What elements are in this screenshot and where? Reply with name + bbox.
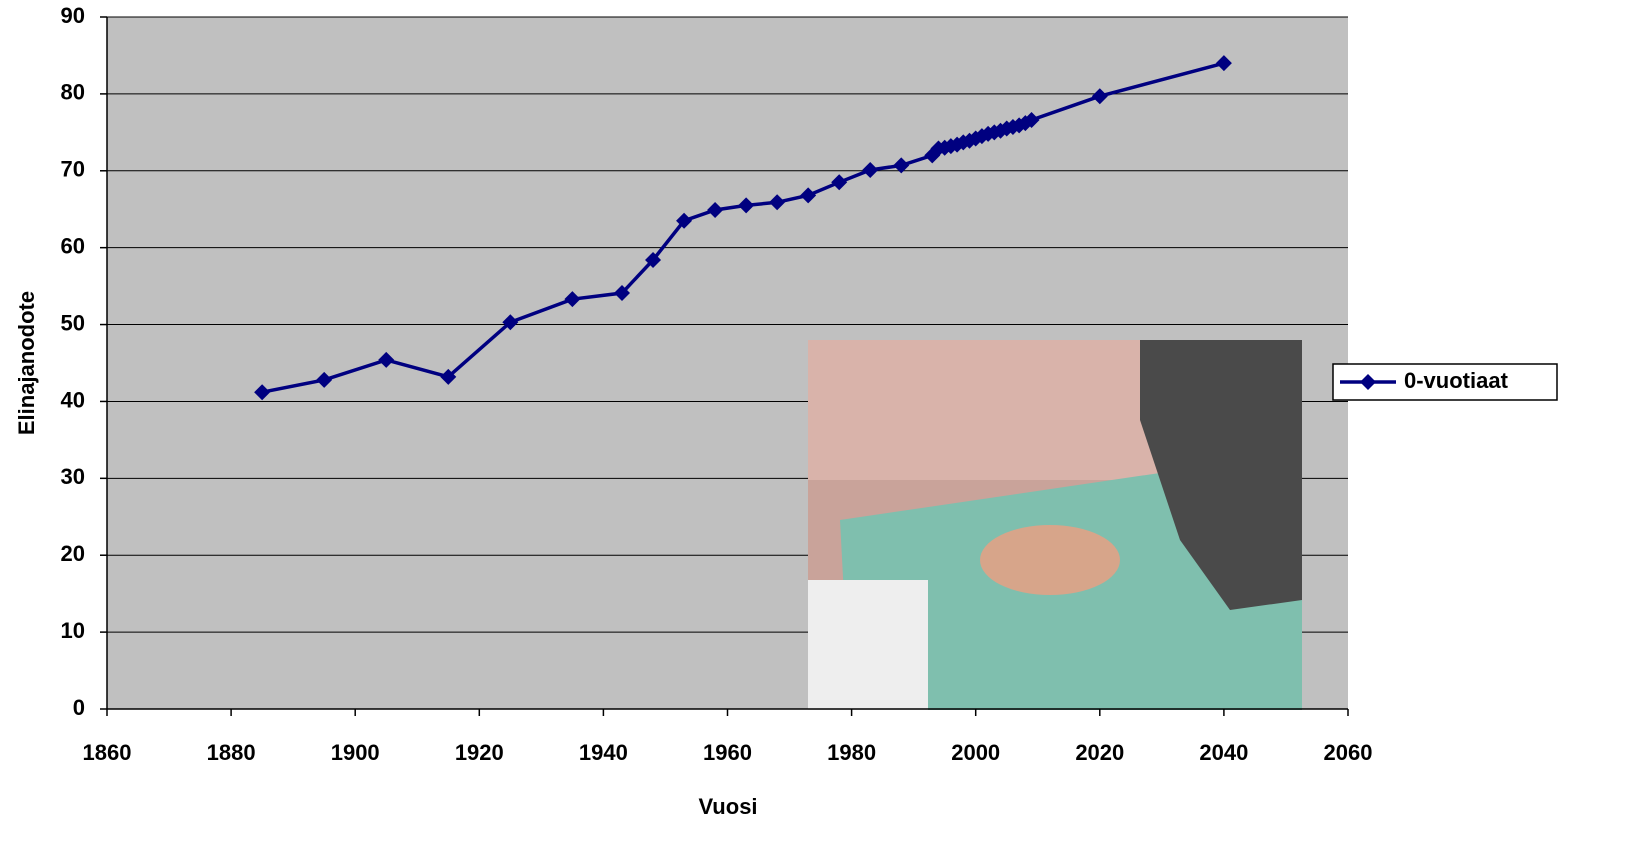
- x-tick-label: 2060: [1324, 740, 1373, 765]
- y-tick-label: 70: [61, 157, 85, 182]
- x-tick-label: 2020: [1075, 740, 1124, 765]
- marker: [893, 157, 910, 174]
- x-tick-label: 1880: [207, 740, 256, 765]
- marker: [502, 314, 519, 331]
- y-tick-label: 30: [61, 464, 85, 489]
- marker: [769, 194, 786, 211]
- photo-baby: [980, 525, 1120, 595]
- marker: [254, 384, 271, 401]
- x-axis-label: Vuosi: [698, 794, 757, 819]
- marker: [800, 187, 817, 204]
- x-tick-label: 1980: [827, 740, 876, 765]
- marker: [738, 197, 755, 214]
- x-tick-label: 2040: [1199, 740, 1248, 765]
- legend-label: 0-vuotiaat: [1404, 368, 1509, 393]
- photo-towel: [808, 580, 928, 710]
- y-tick-label: 60: [61, 233, 85, 258]
- y-tick-label: 20: [61, 541, 85, 566]
- y-tick-label: 0: [73, 695, 85, 720]
- y-tick-label: 10: [61, 618, 85, 643]
- marker: [676, 212, 693, 229]
- x-tick-label: 2000: [951, 740, 1000, 765]
- marker: [831, 174, 848, 191]
- marker: [645, 251, 662, 268]
- x-tick-label: 1900: [331, 740, 380, 765]
- photo: [808, 340, 1302, 710]
- marker: [316, 371, 333, 388]
- x-tick-label: 1860: [83, 740, 132, 765]
- marker: [440, 368, 457, 385]
- marker: [1215, 55, 1232, 72]
- marker: [378, 351, 395, 368]
- y-tick-label: 80: [61, 80, 85, 105]
- marker: [564, 291, 581, 308]
- y-tick-label: 40: [61, 387, 85, 412]
- photo-sleeve: [1140, 340, 1302, 610]
- marker: [862, 162, 879, 179]
- x-tick-label: 1920: [455, 740, 504, 765]
- marker: [1091, 88, 1108, 105]
- y-tick-label: 90: [61, 3, 85, 28]
- x-tick-label: 1960: [703, 740, 752, 765]
- y-axis-label: Elinajanodote: [14, 291, 39, 435]
- marker: [707, 201, 724, 218]
- marker: [992, 122, 1009, 139]
- marker: [1023, 112, 1040, 129]
- marker: [614, 285, 631, 302]
- y-tick-label: 50: [61, 310, 85, 335]
- legend-marker: [1360, 374, 1376, 390]
- x-tick-label: 1940: [579, 740, 628, 765]
